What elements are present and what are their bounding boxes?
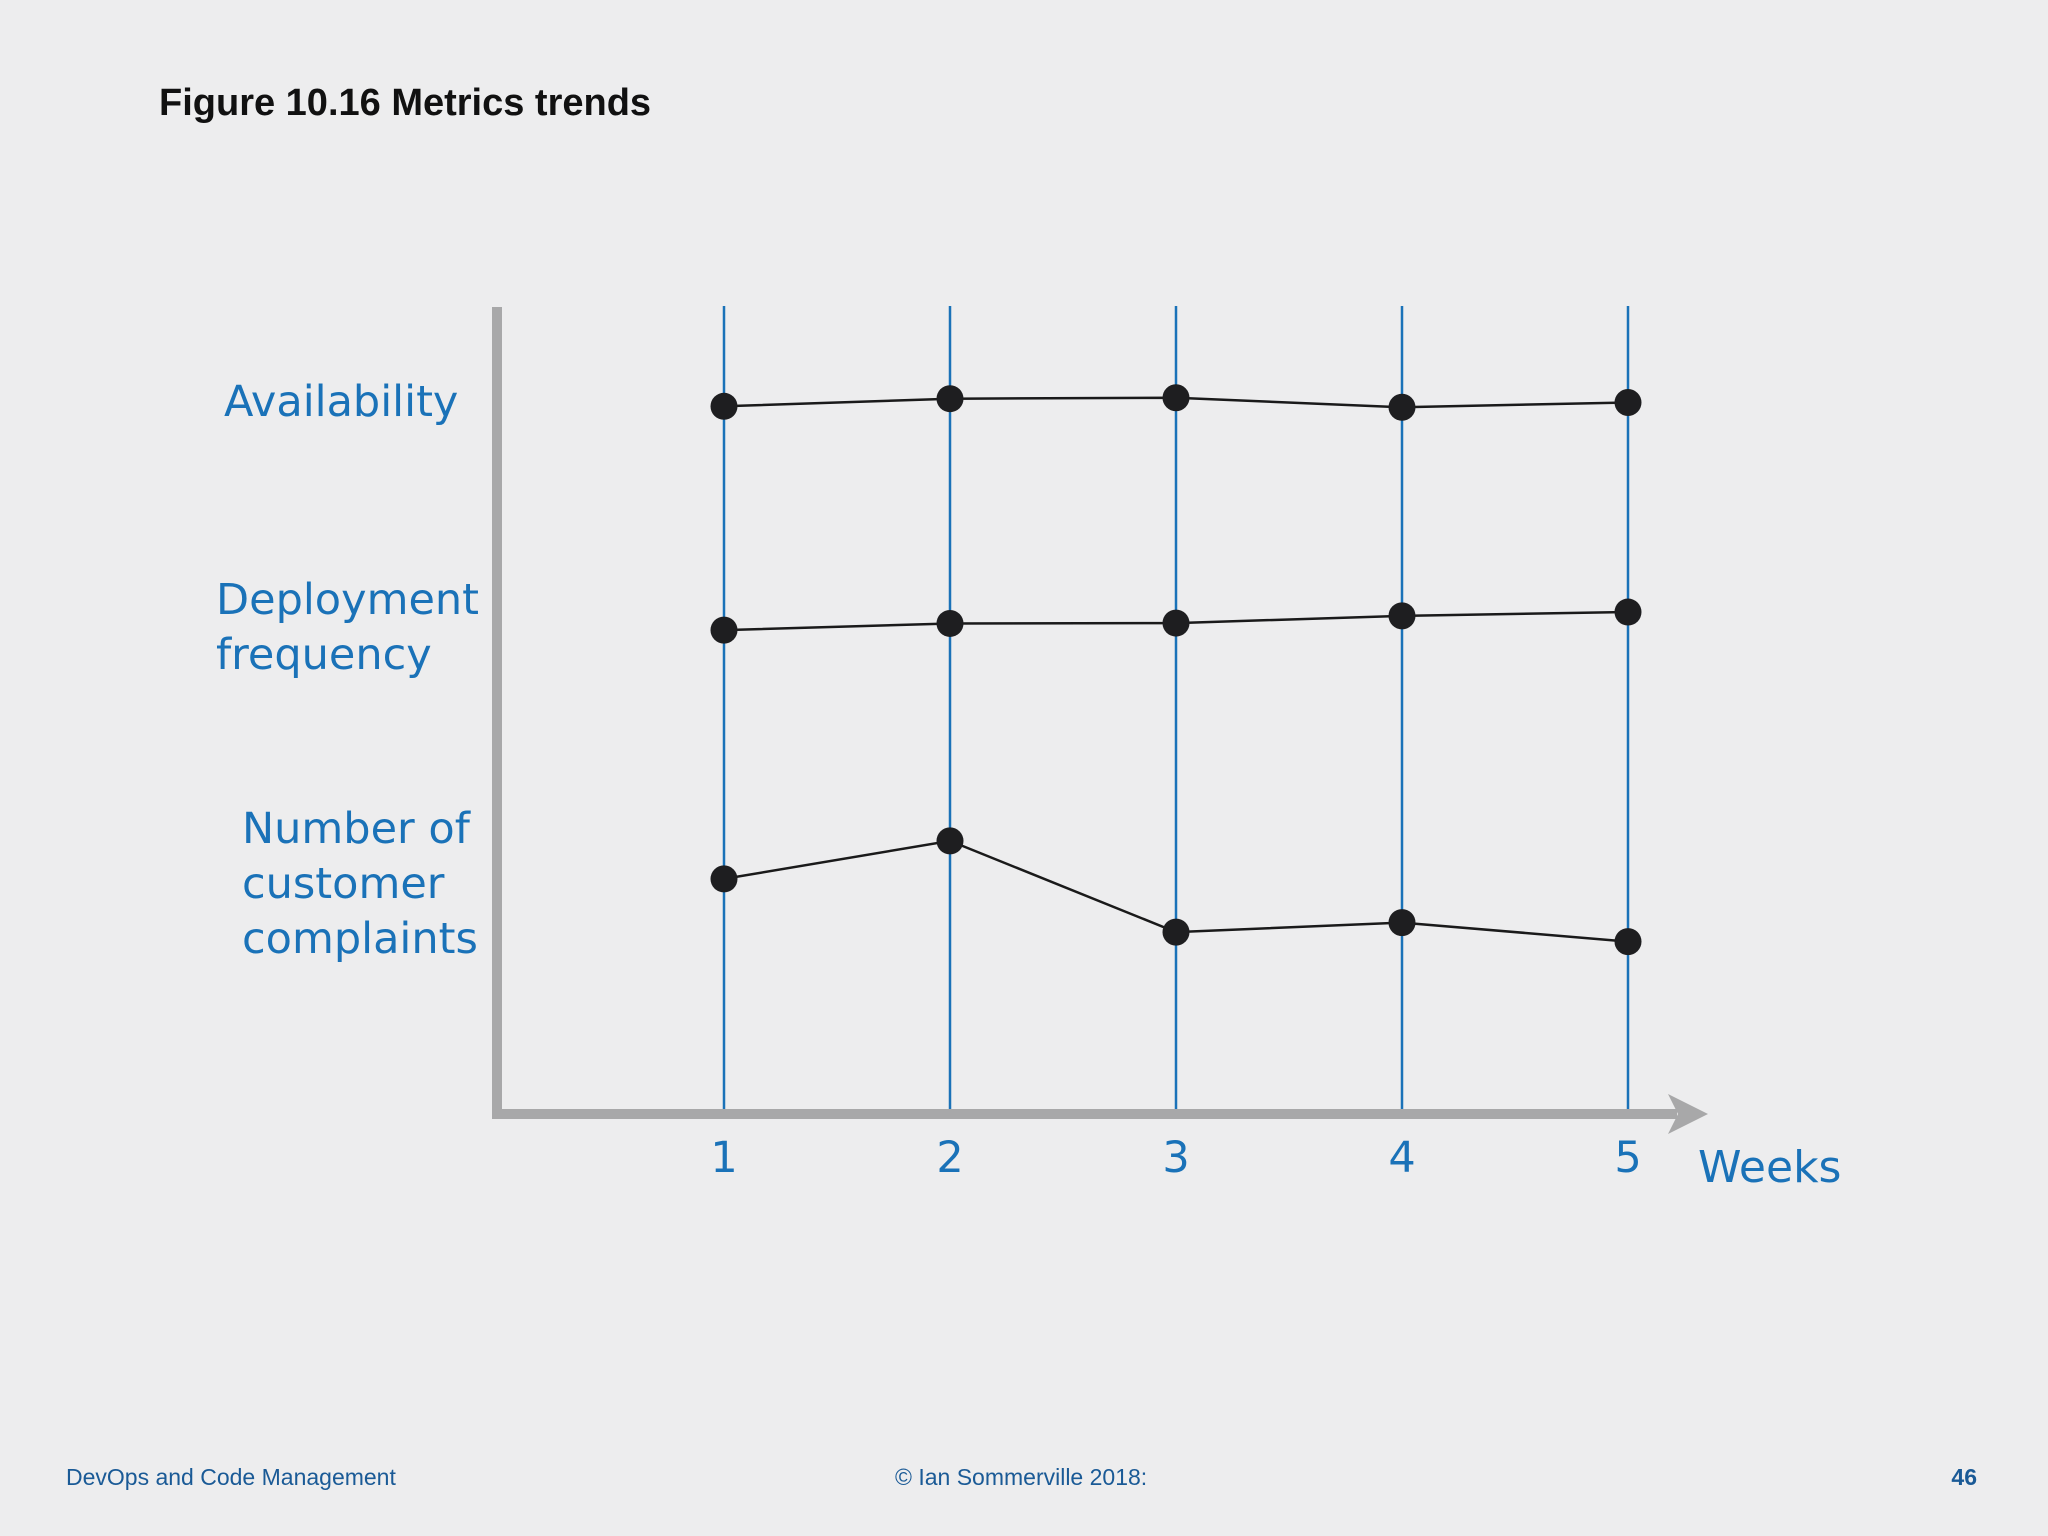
row-label-deployment-frequency: Deployment frequency — [216, 575, 479, 680]
row-label-line: Number of — [242, 804, 471, 854]
x-tick-label: 5 — [1614, 1133, 1641, 1183]
row-labels: Availability Deployment frequency Number of… — [216, 377, 479, 964]
data-point-number-of-customer-complaints — [1614, 928, 1642, 956]
row-label-line: complaints — [242, 914, 478, 964]
x-tick-label: 1 — [710, 1133, 737, 1183]
row-label-line: frequency — [216, 630, 432, 680]
data-point-deployment-frequency — [1388, 602, 1416, 630]
data-point-availability — [1162, 384, 1190, 412]
x-axis-label: Weeks — [1698, 1142, 1841, 1193]
row-label-line: Availability — [224, 377, 458, 427]
data-point-deployment-frequency — [1614, 598, 1642, 626]
data-point-deployment-frequency — [1162, 609, 1190, 637]
chart-axes — [492, 307, 1708, 1134]
data-point-number-of-customer-complaints — [1162, 918, 1190, 946]
data-point-deployment-frequency — [936, 609, 964, 637]
week-grid-lines — [722, 306, 1630, 1114]
footer-page-number: 46 — [1951, 1464, 1977, 1490]
data-point-availability — [710, 392, 738, 420]
footer-copyright: © Ian Sommerville 2018: — [895, 1464, 1148, 1490]
x-tick-label: 3 — [1162, 1133, 1189, 1183]
data-point-availability — [936, 385, 964, 413]
row-label-line: Deployment — [216, 575, 479, 625]
data-point-number-of-customer-complaints — [936, 827, 964, 855]
series-layer — [710, 384, 1642, 956]
row-label-availability: Availability — [224, 377, 458, 427]
data-point-availability — [1614, 389, 1642, 416]
x-tick-label: 2 — [936, 1133, 963, 1183]
data-point-availability — [1388, 393, 1416, 421]
x-axis-arrowhead — [1668, 1094, 1708, 1134]
x-tick-labels: 1 2 3 4 5 — [710, 1133, 1641, 1183]
row-label-line: customer — [242, 859, 445, 909]
row-label-number-of-customer-complaints: Number of customer complaints — [242, 804, 478, 964]
slide-title: Figure 10.16 Metrics trends — [159, 82, 652, 124]
data-point-deployment-frequency — [710, 616, 738, 644]
data-point-number-of-customer-complaints — [1388, 909, 1416, 937]
x-tick-label: 4 — [1388, 1133, 1415, 1183]
data-point-number-of-customer-complaints — [710, 865, 738, 893]
footer-course-title: DevOps and Code Management — [66, 1464, 396, 1490]
